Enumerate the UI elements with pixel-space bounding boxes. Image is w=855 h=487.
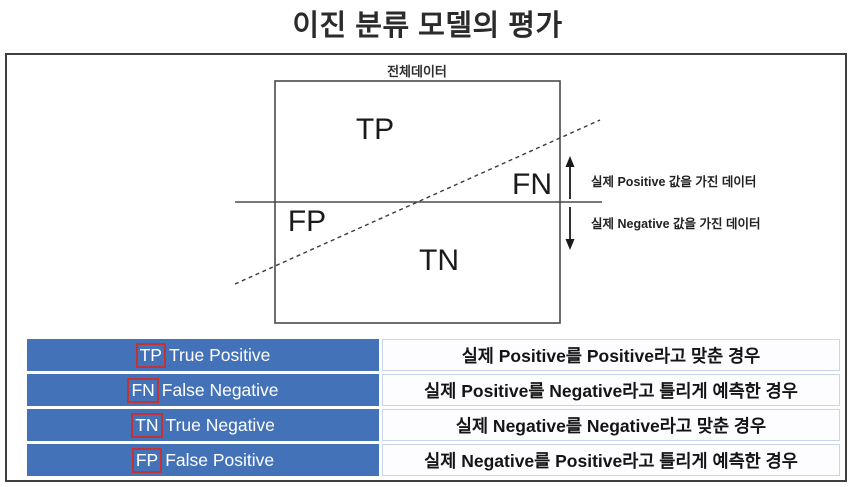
decision-boundary-line (234, 119, 601, 285)
table-row-term-tp: TP True Positive (27, 339, 379, 371)
region-fp-label: FP (288, 205, 326, 238)
term-name: True Negative (165, 414, 275, 435)
down-arrow-icon (565, 207, 575, 250)
content-frame: 전체데이터 TP FN FP TN 실제 Positive (5, 53, 847, 482)
abbr-highlight-box: FN (127, 377, 159, 403)
region-tp-label: TP (356, 113, 394, 146)
table-row-desc-fp: 실제 Negative를 Positive라고 틀리게 예측한 경우 (382, 444, 840, 476)
abbr-highlight-box: FP (131, 447, 163, 473)
actual-negative-label: 실제 Negative 값을 가진 데이터 (591, 216, 761, 231)
abbr-highlight-box: TN (131, 412, 163, 438)
term-name: False Negative (161, 379, 279, 400)
classification-diagram: 전체데이터 TP FN FP TN 실제 Positive (234, 64, 761, 324)
table-row-desc-tp: 실제 Positive를 Positive라고 맞춘 경우 (382, 339, 840, 371)
dataset-label: 전체데이터 (387, 64, 447, 79)
table-row-term-fn: FN False Negative (27, 374, 379, 406)
term-name: False Positive (165, 449, 275, 470)
actual-positive-label: 실제 Positive 값을 가진 데이터 (591, 174, 756, 189)
table-row-term-tn: TN True Negative (27, 409, 379, 441)
region-tn-label: TN (419, 244, 459, 277)
table-row-desc-fn: 실제 Positive를 Negative라고 틀리게 예측한 경우 (382, 374, 840, 406)
region-fn-label: FN (512, 168, 552, 201)
table-row-term-fp: FP False Positive (27, 444, 379, 476)
definitions-table: TP True Positive 실제 Positive를 Positive라고… (27, 339, 840, 476)
page-title: 이진 분류 모델의 평가 (292, 10, 563, 42)
abbr-highlight-box: TP (135, 342, 166, 368)
term-name: True Positive (168, 344, 271, 365)
up-arrow-icon (565, 156, 575, 199)
table-row-desc-tn: 실제 Negative를 Negative라고 맞춘 경우 (382, 409, 840, 441)
